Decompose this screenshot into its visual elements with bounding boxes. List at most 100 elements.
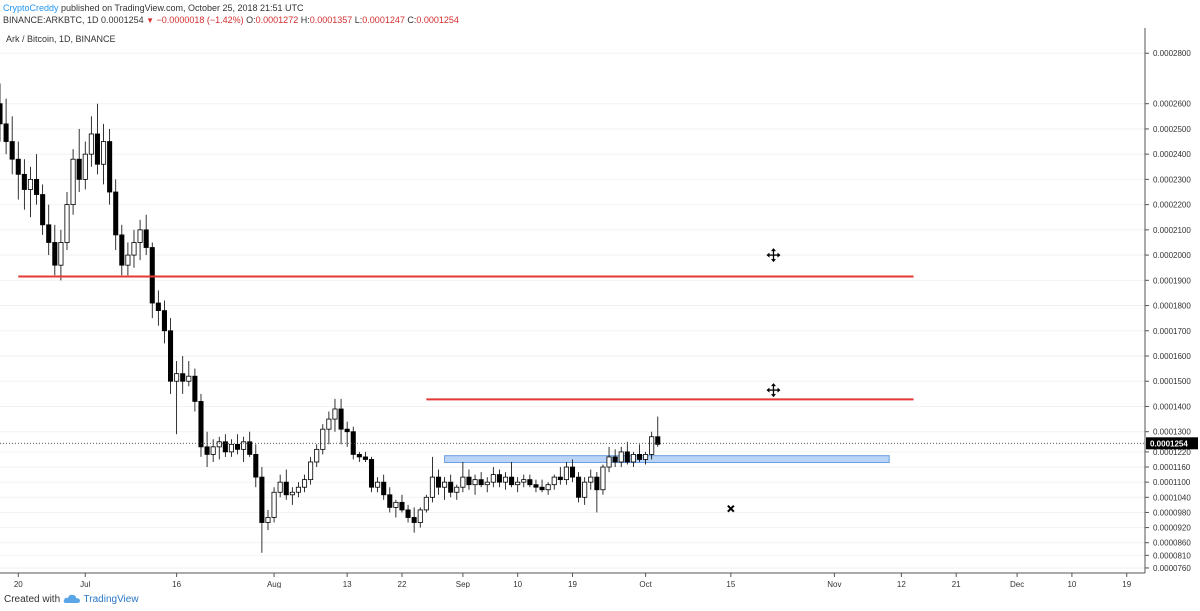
y-tick-label: 0.0001220 <box>1153 448 1191 457</box>
candle-down <box>509 476 515 486</box>
y-tick-label: 0.0000920 <box>1153 524 1191 533</box>
candle-down <box>283 481 289 496</box>
x-tick-label: Jul <box>80 580 90 588</box>
candle-down <box>143 229 149 248</box>
candle-down <box>405 509 411 518</box>
candle-up <box>131 242 137 256</box>
y-tick-label: 0.0001100 <box>1153 478 1191 487</box>
tradingview-brand[interactable]: TradingView <box>83 594 139 605</box>
candle-down <box>149 247 155 304</box>
candle-up <box>551 476 557 486</box>
candle-down <box>259 476 265 523</box>
candle-down <box>612 456 618 463</box>
candle-up <box>502 476 509 483</box>
x-tick-label: 12 <box>897 580 906 588</box>
candle-down <box>569 466 576 478</box>
last-value: 0.0001254 <box>101 15 144 25</box>
footer: Created with TradingView <box>4 594 139 605</box>
y-tick-label: 0.0001800 <box>1153 302 1191 311</box>
candle-up <box>271 491 277 518</box>
y-tick-label: 0.0002100 <box>1153 226 1191 235</box>
candle-down <box>338 408 344 430</box>
candle-down <box>15 158 21 175</box>
candle-down <box>34 178 40 195</box>
candle-down <box>478 479 484 486</box>
markers-layer <box>727 248 781 513</box>
x-tick-label: Dec <box>1010 580 1024 588</box>
candle-up <box>301 479 308 488</box>
time-axis[interactable]: 20 Jul 16 Aug 13 22 Sep 10 19 Oct 15 Nov 12 21 Dec 10 19 <box>0 572 1145 588</box>
x-tick-label: 10 <box>513 580 522 588</box>
candle-up <box>186 375 192 382</box>
candle-up <box>216 441 222 448</box>
chart-title: Ark / Bitcoin, 1D, BINANCE <box>6 34 116 44</box>
created-with-label: Created with <box>4 594 61 605</box>
y-tick-label: 0.0000860 <box>1153 539 1191 548</box>
candle-down <box>168 330 174 382</box>
candle-down <box>411 517 417 523</box>
candle-up <box>429 476 435 498</box>
candle-up <box>375 481 381 488</box>
candle-up <box>82 153 88 180</box>
candle-up <box>606 456 612 468</box>
x-tick-label: Aug <box>267 580 281 588</box>
candle-up <box>393 501 399 508</box>
chart-grid <box>0 52 1145 569</box>
author-link[interactable]: CryptoCreddy <box>3 3 59 13</box>
candle-down <box>3 123 9 142</box>
candle-down <box>94 133 100 165</box>
candle-up <box>64 204 70 243</box>
y-tick-label: 0.0002300 <box>1153 175 1191 184</box>
candle-up <box>649 436 655 455</box>
y-tick-label: 0.0000760 <box>1153 564 1191 573</box>
candle-up <box>174 373 180 382</box>
x-tick-label: 20 <box>14 580 23 588</box>
candle-down <box>21 173 27 190</box>
x-tick-label: 19 <box>1122 580 1131 588</box>
support-zone-layer <box>444 455 890 463</box>
candle-down <box>40 194 46 226</box>
candle-up <box>630 454 636 463</box>
candle-up <box>137 229 143 243</box>
candle-up <box>484 481 490 486</box>
x-tick-label: Oct <box>639 580 652 588</box>
y-tick-label: 0.0001500 <box>1153 377 1191 386</box>
y-tick-label: 0.0001160 <box>1153 463 1191 472</box>
candle-up <box>332 408 338 420</box>
y-tick-label: 0.0001600 <box>1153 352 1191 361</box>
crosshair-arrows <box>766 248 781 263</box>
price-axis[interactable]: 0.0002800 0.0002600 0.0002500 0.0002400 0.00… <box>1144 28 1198 573</box>
publish-info: CryptoCreddy published on TradingView.co… <box>3 2 304 14</box>
candle-down <box>539 486 545 491</box>
y-tick-label: 0.0002600 <box>1153 100 1191 109</box>
candle-down <box>356 454 362 458</box>
y-tick-label: 0.0002400 <box>1153 150 1191 159</box>
last-price-tag-bg <box>1146 437 1198 450</box>
candle-up <box>70 158 76 206</box>
price-chart[interactable]: 0.0002800 0.0002600 0.0002500 0.0002400 0.00… <box>0 28 1200 588</box>
candle-down <box>466 476 472 486</box>
x-tick-label: Nov <box>827 580 841 588</box>
candle-down <box>655 436 661 445</box>
crosshair-icon <box>766 248 781 263</box>
support-zone <box>444 455 890 463</box>
candle-up <box>320 428 326 450</box>
y-tick-label: 0.0001900 <box>1153 276 1191 285</box>
candle-up <box>490 474 496 483</box>
candle-down <box>9 141 15 160</box>
published-text: published on TradingView.com, October 25… <box>58 3 304 13</box>
x-tick-label: 16 <box>172 580 181 588</box>
candle-down <box>222 441 228 453</box>
low-value: 0.0001247 <box>362 15 405 25</box>
close-value: 0.0001254 <box>416 15 459 25</box>
candle-down <box>161 310 167 332</box>
candle-down <box>107 141 113 193</box>
candle-up <box>277 481 283 493</box>
x-tick-label: 15 <box>726 580 735 588</box>
candle-down <box>192 375 198 402</box>
candle-down <box>387 494 393 508</box>
candle-down <box>155 302 161 311</box>
ohlc-legend: BINANCE:ARKBTC, 1D 0.0001254 ▼ −0.000001… <box>3 14 459 27</box>
down-triangle-icon: ▼ <box>146 16 155 25</box>
y-tick-label: 0.0001300 <box>1153 428 1191 437</box>
